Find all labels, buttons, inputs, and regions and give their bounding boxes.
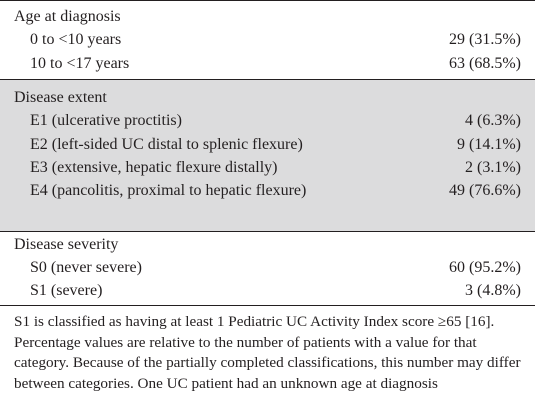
row-value: 2 (3.1%) bbox=[465, 159, 521, 176]
row-label: 0 to <10 years bbox=[30, 31, 122, 48]
row-label: 10 to <17 years bbox=[30, 55, 130, 72]
section-heading: Disease severity bbox=[14, 236, 119, 253]
row-value: 63 (68.5%) bbox=[449, 55, 521, 72]
row-label: E2 (left-sided UC distal to splenic flex… bbox=[30, 136, 303, 153]
row-label: E1 (ulcerative proctitis) bbox=[30, 112, 182, 129]
row-value: 9 (14.1%) bbox=[457, 136, 521, 153]
row-label: E3 (extensive, hepatic flexure distally) bbox=[30, 159, 278, 176]
table-footnote: S1 is classified as having at least 1 Pe… bbox=[14, 313, 521, 392]
row-label: E4 (pancolitis, proximal to hepatic flex… bbox=[30, 182, 307, 199]
section-disease-extent: Disease extent E1 (ulcerative proctitis)… bbox=[0, 80, 535, 231]
row-value: 4 (6.3%) bbox=[465, 112, 521, 129]
row-label: S0 (never severe) bbox=[30, 259, 142, 276]
section-heading: Age at diagnosis bbox=[14, 8, 121, 25]
section-separator bbox=[0, 231, 535, 232]
top-rule bbox=[0, 0, 535, 1]
section-heading: Disease extent bbox=[14, 89, 107, 106]
row-value: 60 (95.2%) bbox=[449, 259, 521, 276]
row-value: 3 (4.8%) bbox=[465, 282, 521, 299]
section-age-at-diagnosis: Age at diagnosis 0 to <10 years 29 (31.5… bbox=[0, 1, 535, 79]
row-value: 49 (76.6%) bbox=[449, 182, 521, 199]
bottom-rule bbox=[0, 305, 535, 306]
section-disease-severity: Disease severity S0 (never severe) 60 (9… bbox=[0, 232, 535, 305]
row-label: S1 (severe) bbox=[30, 282, 103, 299]
section-separator bbox=[0, 79, 535, 80]
row-value: 29 (31.5%) bbox=[449, 31, 521, 48]
